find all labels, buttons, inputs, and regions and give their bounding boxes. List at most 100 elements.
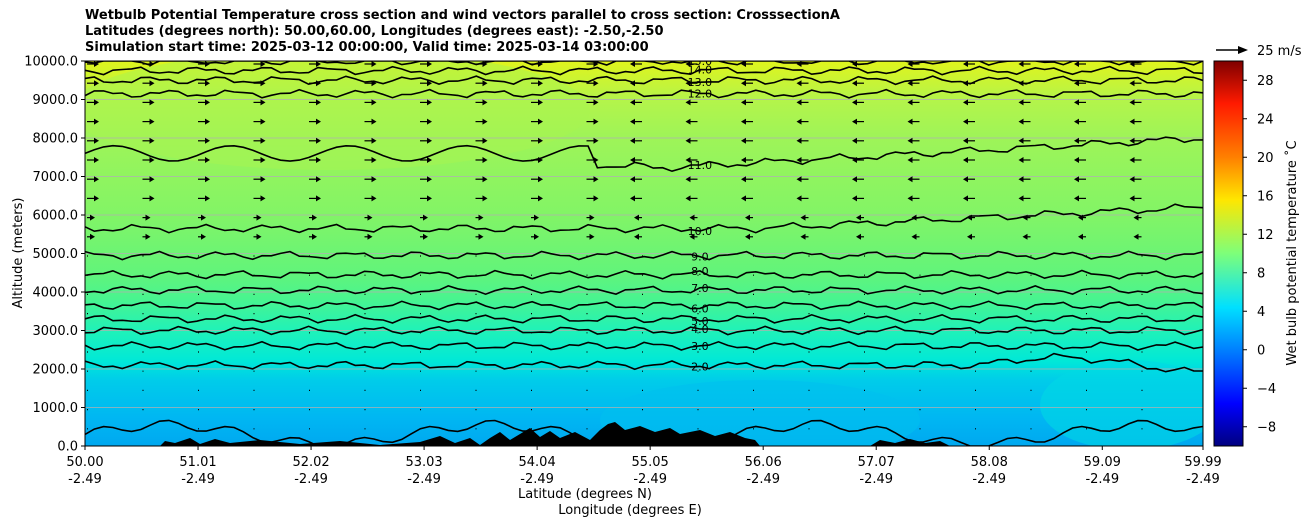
- wind-arrow-head: [852, 80, 857, 87]
- wind-arrow-head: [538, 99, 543, 106]
- y-tick-label: 3000.0: [33, 324, 79, 339]
- wind-arrow-head: [149, 61, 155, 67]
- wind-arrow-head: [741, 99, 746, 106]
- wind-arrow-head: [685, 157, 691, 163]
- wind-arrow-head: [316, 176, 321, 183]
- contour-line: [85, 340, 1203, 351]
- contour-label: 15.0: [688, 55, 713, 68]
- x-tick-label-lat: 52.02: [292, 455, 329, 470]
- x-tick-label-lon: -2.49: [181, 472, 215, 487]
- contour-line: [85, 300, 1203, 311]
- wind-arrow-head: [205, 61, 210, 67]
- wind-arrow-head: [911, 214, 917, 221]
- wind-arrow-head: [593, 176, 599, 183]
- wind-arrow-head: [630, 176, 635, 183]
- y-tick-label: 0.0: [57, 440, 78, 455]
- y-axis-label: Altitude (meters): [11, 198, 26, 309]
- wind-arrow-head: [967, 233, 972, 240]
- wind-arrow-head: [630, 99, 635, 106]
- wind-arrow-head: [911, 233, 917, 240]
- wind-arrow-head: [800, 214, 806, 221]
- wind-arrow-head: [94, 118, 99, 125]
- y-tick-label: 10000.0: [24, 55, 78, 70]
- wind-arrow-head: [316, 61, 321, 67]
- wind-arrow-head: [685, 195, 691, 202]
- colorbar-ticks: −8 −4 0 4 8 12 16 20 24 28: [1243, 74, 1276, 435]
- wind-arrow-head: [260, 195, 266, 202]
- wind-arrow-head: [312, 233, 317, 240]
- wind-arrow-head: [149, 195, 155, 202]
- contour-label: 12.0: [688, 87, 713, 100]
- contour-label: 9.0: [691, 251, 709, 264]
- wind-arrow-head: [205, 157, 210, 163]
- wind-arrow-head: [423, 214, 428, 221]
- chart-title-line-2: Latitudes (degrees north): 50.00,60.00, …: [85, 24, 664, 39]
- wind-arrow-head: [852, 99, 857, 106]
- wind-arrow-head: [593, 137, 599, 144]
- wind-arrow-head: [482, 118, 488, 125]
- contour-line: [85, 325, 1203, 336]
- wind-arrow-head: [367, 214, 373, 221]
- wind-arrow-head: [316, 99, 321, 106]
- wind-arrow-head: [856, 214, 861, 221]
- wind-arrow-head: [685, 61, 691, 67]
- wind-arrow-head: [963, 195, 968, 202]
- wind-arrow-head: [796, 176, 802, 183]
- wind-arrow-head: [1129, 195, 1135, 202]
- x-tick-label-lon: -2.49: [520, 472, 554, 487]
- wind-arrow-head: [685, 137, 691, 144]
- wind-arrow-head: [593, 195, 599, 202]
- wind-arrow-head: [630, 118, 635, 125]
- x-tick-label-lat: 53.03: [405, 455, 442, 470]
- wind-arrow-head: [90, 214, 95, 221]
- x-axis-label-2: Longitude (degrees E): [558, 503, 702, 518]
- x-tick-label-lat: 59.99: [1184, 455, 1221, 470]
- contour-line: [85, 250, 1203, 261]
- wind-arrow-head: [1129, 99, 1135, 106]
- wind-arrow-head: [1133, 233, 1139, 240]
- wind-arrow-head: [634, 233, 639, 240]
- wind-arrow-head: [482, 157, 488, 163]
- wind-arrow-head: [427, 80, 432, 87]
- wind-arrow-head: [1133, 214, 1139, 221]
- wind-arrow-head: [741, 61, 746, 67]
- contour-line: [85, 352, 1203, 373]
- wind-arrow-head: [1129, 157, 1135, 163]
- wind-arrow-head: [260, 157, 266, 163]
- x-tick-label-lon: -2.49: [633, 472, 667, 487]
- wind-arrow-head: [1074, 118, 1079, 125]
- wind-arrow-head: [741, 176, 746, 183]
- wind-arrow-head: [371, 99, 377, 106]
- x-tick-label-lat: 54.04: [519, 455, 556, 470]
- wind-arrow-head: [796, 195, 802, 202]
- wind-vectors: [87, 61, 1143, 430]
- wind-arrow-head: [205, 195, 210, 202]
- contour-line: [85, 313, 1203, 324]
- wind-arrow-head: [593, 118, 599, 125]
- wind-arrow-head: [796, 61, 802, 67]
- wind-arrow-head: [741, 80, 746, 87]
- x-tick-label-lon: -2.49: [1085, 472, 1119, 487]
- wind-arrow-head: [149, 176, 155, 183]
- wind-arrow-head: [1074, 80, 1079, 87]
- wind-arrow-head: [256, 214, 262, 221]
- y-tick-label: 7000.0: [33, 170, 79, 185]
- wind-arrow-head: [1018, 61, 1024, 67]
- wind-arrow-head: [589, 214, 595, 221]
- colorbar-tick-label: 28: [1257, 74, 1274, 89]
- wind-arrow-head: [538, 157, 543, 163]
- wind-arrow-head: [745, 233, 750, 240]
- wind-arrow-head: [371, 61, 377, 67]
- wind-arrow-head: [685, 99, 691, 106]
- wind-arrow-head: [1074, 137, 1079, 144]
- contour-line: [85, 88, 1203, 99]
- wind-arrow-head: [796, 99, 802, 106]
- wind-arrow-head: [538, 61, 543, 67]
- wind-arrow-head: [205, 118, 210, 125]
- colorbar-tick-label: −8: [1257, 420, 1276, 435]
- x-tick-label-lat: 58.08: [971, 455, 1008, 470]
- wind-arrow-head: [852, 176, 857, 183]
- contour-line: [85, 65, 1203, 76]
- wind-arrow-head: [260, 99, 266, 106]
- y-tick-label: 6000.0: [33, 209, 79, 224]
